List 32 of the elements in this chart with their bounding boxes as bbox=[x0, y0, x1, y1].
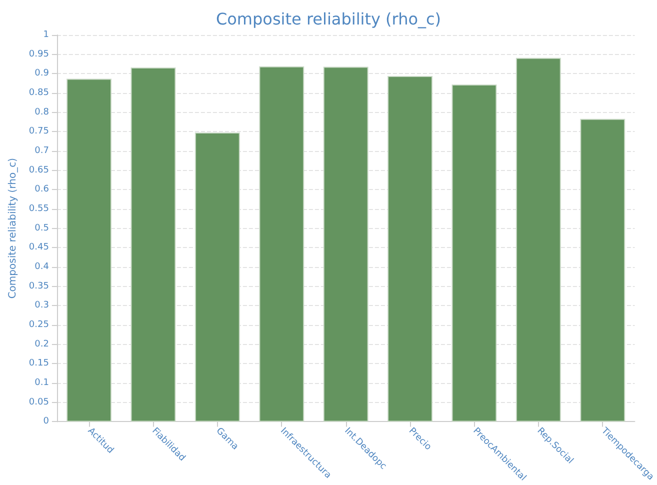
y-tick-label: 0.1 bbox=[34, 378, 49, 388]
y-tick-label: 0.3 bbox=[34, 300, 49, 311]
y-tick-label: 0.4 bbox=[34, 262, 50, 272]
y-tick-label: 0.45 bbox=[28, 242, 49, 253]
y-tick-label: 0.15 bbox=[28, 358, 49, 369]
bar bbox=[388, 76, 432, 422]
y-axis-title: Composite reliability (rho_c) bbox=[8, 158, 18, 299]
bar bbox=[323, 66, 368, 422]
bar bbox=[130, 67, 176, 422]
y-tick-label: 0.8 bbox=[34, 107, 50, 118]
y-tick-label: 0.65 bbox=[28, 165, 49, 176]
chart-title: Composite reliability (rho_c) bbox=[216, 10, 442, 28]
y-tick-label: 0.75 bbox=[28, 126, 49, 137]
y-tick-label: 0.55 bbox=[28, 204, 49, 214]
y-tick-label: 0.25 bbox=[28, 320, 49, 330]
y-tick-label: 0.7 bbox=[34, 146, 49, 156]
y-tick-label: 0.35 bbox=[28, 281, 49, 292]
y-tick-label: 0.2 bbox=[34, 339, 49, 350]
y-tick-label: 0.6 bbox=[34, 184, 50, 195]
y-tick-label: 0.05 bbox=[28, 397, 49, 408]
bar bbox=[452, 84, 497, 422]
y-tick-label: 0.9 bbox=[34, 68, 50, 79]
bar bbox=[259, 66, 304, 422]
y-tick-label: 0.85 bbox=[28, 88, 49, 98]
bar bbox=[516, 58, 561, 422]
y-tick-label: 1 bbox=[43, 30, 49, 40]
y-tick-label: 0.95 bbox=[28, 49, 49, 60]
y-tick-label: 0 bbox=[43, 416, 50, 427]
bar bbox=[580, 118, 626, 422]
bar bbox=[194, 132, 240, 422]
bar bbox=[66, 78, 112, 422]
y-tick-label: 0.5 bbox=[34, 223, 49, 234]
